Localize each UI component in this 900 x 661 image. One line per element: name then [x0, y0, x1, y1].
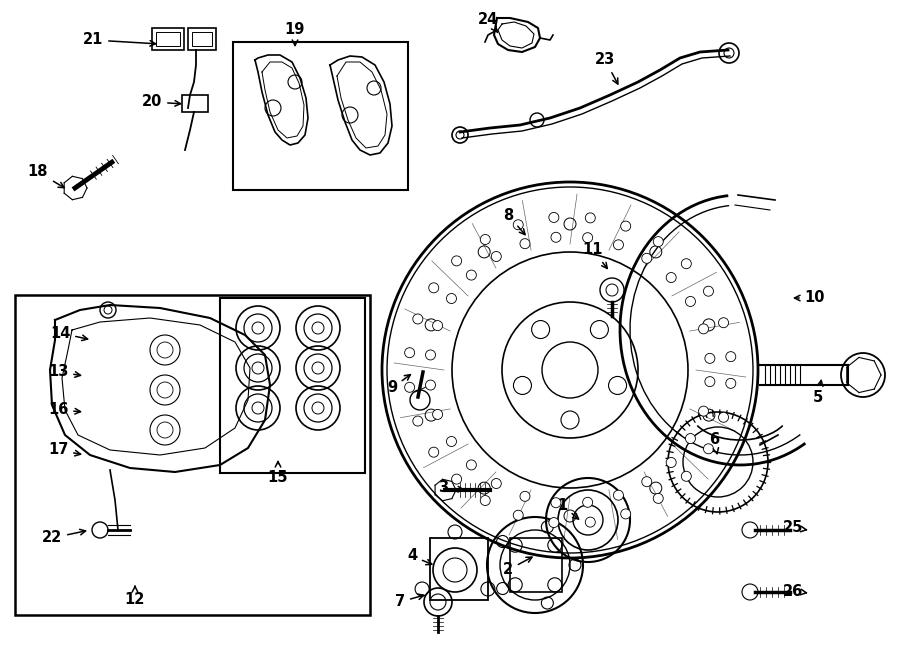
Circle shape	[681, 258, 691, 269]
Circle shape	[705, 354, 715, 364]
Text: 25: 25	[783, 520, 806, 535]
Circle shape	[491, 479, 501, 488]
Circle shape	[642, 253, 652, 263]
Circle shape	[428, 283, 438, 293]
Bar	[188, 28, 216, 50]
Circle shape	[718, 412, 728, 422]
Circle shape	[582, 497, 593, 508]
Text: 12: 12	[125, 586, 145, 607]
Circle shape	[705, 377, 715, 387]
Text: 16: 16	[48, 403, 80, 418]
Circle shape	[466, 270, 476, 280]
Circle shape	[585, 517, 595, 527]
Bar	[430, 538, 488, 600]
Text: 3: 3	[438, 481, 464, 496]
Text: 4: 4	[407, 549, 432, 564]
Circle shape	[481, 496, 491, 506]
Circle shape	[513, 219, 523, 230]
Bar	[192, 32, 212, 46]
Text: 2: 2	[503, 557, 532, 578]
Circle shape	[582, 233, 593, 243]
Bar	[152, 28, 184, 50]
Text: 20: 20	[142, 95, 181, 110]
Text: 26: 26	[783, 584, 806, 598]
Circle shape	[698, 406, 708, 416]
Circle shape	[686, 296, 696, 307]
Text: 5: 5	[813, 381, 824, 405]
Circle shape	[426, 380, 436, 390]
Text: 7: 7	[395, 594, 424, 609]
Circle shape	[466, 460, 476, 470]
Circle shape	[704, 286, 714, 296]
Circle shape	[621, 509, 631, 519]
Circle shape	[704, 444, 714, 454]
Text: 18: 18	[28, 165, 64, 188]
Circle shape	[698, 324, 708, 334]
Circle shape	[551, 498, 561, 508]
Circle shape	[446, 436, 456, 446]
Text: 21: 21	[83, 32, 156, 48]
Circle shape	[725, 378, 736, 389]
Circle shape	[433, 409, 443, 419]
Circle shape	[666, 457, 676, 467]
Text: 19: 19	[284, 22, 305, 46]
Circle shape	[666, 272, 676, 282]
Circle shape	[446, 293, 456, 303]
Circle shape	[681, 471, 691, 481]
Bar	[15, 295, 370, 615]
Circle shape	[642, 477, 652, 486]
Circle shape	[413, 314, 423, 324]
Bar	[182, 95, 208, 112]
Circle shape	[621, 221, 631, 231]
Circle shape	[725, 352, 736, 362]
Text: 9: 9	[387, 375, 410, 395]
Circle shape	[614, 240, 624, 250]
Circle shape	[426, 350, 436, 360]
Text: 13: 13	[48, 364, 81, 379]
Text: 10: 10	[795, 290, 825, 305]
Circle shape	[433, 321, 443, 330]
Circle shape	[585, 213, 595, 223]
Circle shape	[549, 518, 559, 527]
Text: 15: 15	[268, 461, 288, 485]
Bar	[510, 538, 562, 592]
Bar	[233, 42, 408, 190]
Circle shape	[452, 474, 462, 484]
Circle shape	[513, 510, 523, 520]
Text: 22: 22	[42, 529, 86, 545]
Text: 11: 11	[583, 243, 608, 268]
Circle shape	[413, 416, 423, 426]
Circle shape	[452, 256, 462, 266]
Text: 1: 1	[557, 498, 579, 519]
Text: 17: 17	[48, 442, 81, 457]
Text: 14: 14	[50, 325, 87, 340]
Circle shape	[481, 235, 491, 245]
Text: 24: 24	[478, 13, 498, 32]
Circle shape	[653, 237, 663, 247]
Circle shape	[405, 348, 415, 358]
Bar	[220, 298, 365, 473]
Circle shape	[551, 232, 561, 243]
Circle shape	[614, 490, 624, 500]
Circle shape	[405, 382, 415, 393]
Circle shape	[653, 493, 663, 504]
Circle shape	[549, 212, 559, 223]
Text: 23: 23	[595, 52, 618, 84]
Bar	[156, 32, 180, 46]
Circle shape	[718, 318, 728, 328]
Text: 6: 6	[709, 432, 719, 454]
Circle shape	[520, 491, 530, 501]
Circle shape	[520, 239, 530, 249]
Text: 8: 8	[503, 208, 525, 235]
Circle shape	[686, 434, 696, 444]
Circle shape	[491, 251, 501, 262]
Circle shape	[428, 447, 438, 457]
